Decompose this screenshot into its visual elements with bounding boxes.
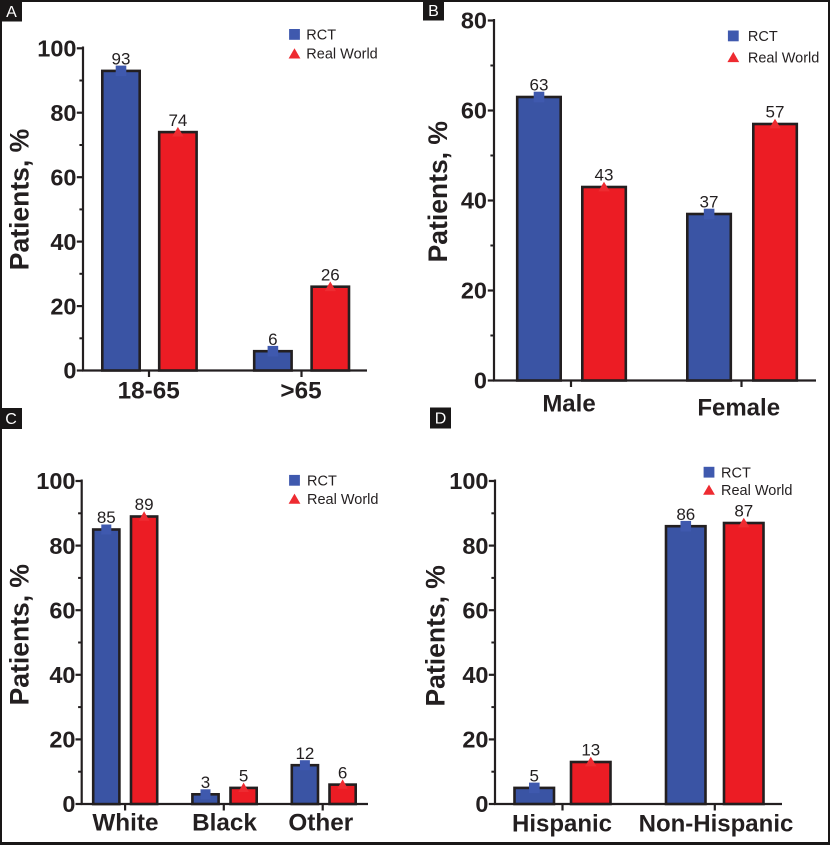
- svg-text:60: 60: [49, 597, 75, 623]
- svg-text:B: B: [428, 3, 439, 20]
- svg-text:18-65: 18-65: [118, 378, 180, 405]
- svg-text:43: 43: [595, 166, 614, 185]
- svg-text:Real World: Real World: [307, 492, 378, 508]
- svg-text:80: 80: [50, 100, 76, 126]
- svg-text:37: 37: [700, 193, 719, 212]
- svg-text:Other: Other: [288, 809, 353, 836]
- svg-text:0: 0: [62, 791, 75, 817]
- svg-text:100: 100: [449, 468, 488, 494]
- svg-text:20: 20: [461, 278, 487, 304]
- svg-text:40: 40: [49, 662, 75, 688]
- svg-text:>65: >65: [280, 378, 321, 405]
- svg-text:Real World: Real World: [721, 483, 792, 499]
- svg-text:12: 12: [295, 744, 314, 763]
- svg-text:Female: Female: [697, 395, 780, 422]
- svg-text:Patients, %: Patients, %: [5, 129, 35, 270]
- svg-text:A: A: [6, 4, 17, 21]
- svg-text:26: 26: [321, 265, 340, 284]
- svg-text:Patients, %: Patients, %: [421, 565, 451, 706]
- svg-text:80: 80: [49, 533, 75, 559]
- svg-text:Real World: Real World: [748, 50, 819, 66]
- svg-text:0: 0: [475, 791, 488, 817]
- svg-text:40: 40: [50, 229, 76, 255]
- svg-text:6: 6: [338, 763, 347, 782]
- svg-text:5: 5: [529, 767, 538, 786]
- svg-text:60: 60: [50, 164, 76, 190]
- svg-text:85: 85: [97, 508, 116, 527]
- svg-text:5: 5: [239, 767, 248, 786]
- svg-text:80: 80: [462, 533, 488, 559]
- svg-text:Real World: Real World: [306, 47, 377, 63]
- svg-text:63: 63: [530, 76, 549, 95]
- svg-text:Black: Black: [192, 809, 257, 836]
- svg-text:Patients, %: Patients, %: [5, 564, 35, 705]
- svg-text:80: 80: [461, 8, 487, 34]
- svg-text:RCT: RCT: [306, 28, 336, 44]
- svg-text:RCT: RCT: [721, 465, 751, 481]
- svg-text:100: 100: [37, 36, 76, 62]
- svg-text:60: 60: [462, 597, 488, 623]
- svg-text:6: 6: [268, 330, 277, 349]
- svg-text:RCT: RCT: [307, 474, 337, 490]
- svg-text:C: C: [5, 411, 17, 428]
- svg-text:57: 57: [766, 103, 785, 122]
- svg-text:93: 93: [112, 50, 131, 69]
- svg-text:13: 13: [581, 741, 600, 760]
- svg-text:Non-Hispanic: Non-Hispanic: [639, 811, 794, 838]
- svg-text:60: 60: [461, 98, 487, 124]
- svg-text:0: 0: [474, 368, 487, 394]
- svg-text:40: 40: [462, 662, 488, 688]
- svg-text:D: D: [435, 411, 447, 428]
- svg-text:86: 86: [676, 505, 695, 524]
- svg-text:White: White: [92, 809, 158, 836]
- svg-text:40: 40: [461, 188, 487, 214]
- svg-text:20: 20: [49, 727, 75, 753]
- svg-text:20: 20: [50, 293, 76, 319]
- svg-text:Male: Male: [542, 391, 595, 418]
- svg-text:3: 3: [201, 773, 210, 792]
- svg-text:100: 100: [36, 468, 75, 494]
- svg-text:20: 20: [462, 727, 488, 753]
- svg-text:89: 89: [135, 495, 154, 514]
- svg-text:0: 0: [63, 358, 76, 384]
- svg-text:87: 87: [734, 502, 753, 521]
- svg-text:RCT: RCT: [748, 29, 778, 45]
- svg-text:74: 74: [168, 111, 187, 130]
- svg-text:Patients, %: Patients, %: [423, 121, 453, 262]
- svg-text:Hispanic: Hispanic: [512, 811, 612, 838]
